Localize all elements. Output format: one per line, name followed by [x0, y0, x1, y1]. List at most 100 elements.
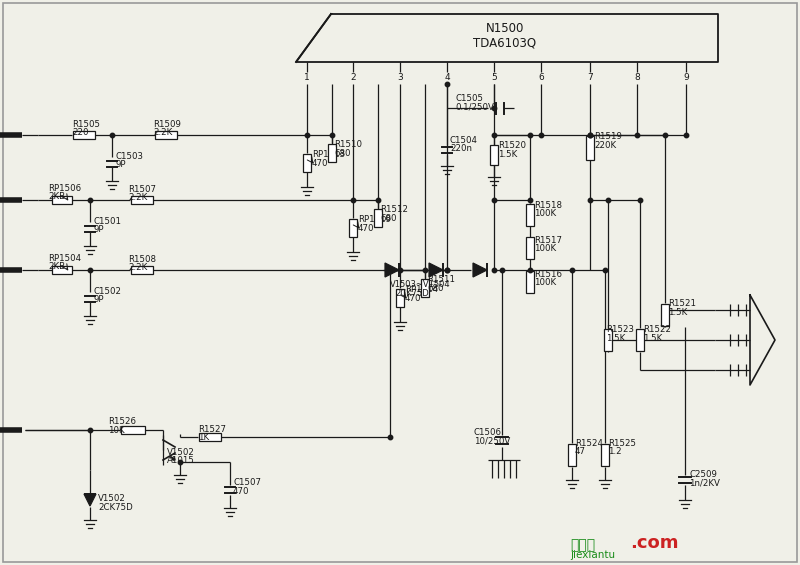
Text: 2CK75D: 2CK75D	[395, 289, 429, 298]
Text: RP1513: RP1513	[312, 150, 345, 159]
Text: 9P: 9P	[115, 160, 126, 169]
Text: R1526: R1526	[108, 417, 136, 426]
Text: V1502: V1502	[167, 448, 195, 457]
Text: V1502: V1502	[98, 494, 126, 503]
Bar	[155, 131, 177, 139]
Bar	[526, 204, 534, 226]
Text: RP1519: RP1519	[358, 215, 391, 224]
Text: 47: 47	[575, 447, 586, 456]
Bar	[303, 154, 311, 172]
Bar	[526, 237, 534, 259]
Text: .com: .com	[630, 534, 678, 552]
Bar	[601, 444, 609, 466]
Text: R1527: R1527	[198, 425, 226, 434]
Text: 0.1/250V: 0.1/250V	[455, 102, 494, 111]
Text: R1509: R1509	[153, 120, 181, 129]
Text: R1521: R1521	[668, 299, 696, 308]
Text: C1504: C1504	[450, 136, 478, 145]
Bar	[52, 196, 72, 204]
Bar	[121, 426, 145, 434]
Bar	[73, 131, 95, 139]
Bar	[396, 289, 404, 307]
Bar	[661, 304, 669, 326]
Text: 220: 220	[72, 128, 89, 137]
Text: R1505: R1505	[72, 120, 100, 129]
Text: R1511: R1511	[427, 275, 455, 284]
Text: 1.5K: 1.5K	[668, 308, 687, 317]
FancyArrow shape	[171, 457, 175, 460]
Text: 220n: 220n	[450, 144, 472, 153]
Bar	[199, 433, 221, 441]
Bar	[349, 219, 357, 237]
Text: C1506: C1506	[474, 428, 502, 437]
Bar	[490, 145, 498, 165]
Text: C1507: C1507	[233, 478, 261, 487]
Polygon shape	[385, 263, 399, 277]
Text: 9: 9	[683, 73, 689, 82]
Text: 680: 680	[334, 149, 350, 158]
Text: RP1504: RP1504	[48, 254, 81, 263]
Text: R1524: R1524	[575, 439, 603, 448]
Text: R1517: R1517	[534, 236, 562, 245]
Bar	[374, 209, 382, 227]
Text: R1510: R1510	[334, 140, 362, 149]
Text: 470: 470	[358, 224, 374, 233]
Bar	[52, 266, 72, 274]
Text: 8: 8	[634, 73, 640, 82]
Text: R1520: R1520	[498, 141, 526, 150]
Text: 2KB: 2KB	[48, 192, 65, 201]
Text: 1n/2KV: 1n/2KV	[689, 479, 720, 488]
Text: 7: 7	[587, 73, 593, 82]
Text: 470: 470	[312, 159, 329, 168]
Text: 100K: 100K	[534, 278, 556, 287]
Bar	[526, 271, 534, 293]
Text: 100K: 100K	[534, 209, 556, 218]
Text: R1507: R1507	[128, 185, 156, 194]
Text: 1K: 1K	[198, 433, 209, 442]
Text: 2CK75D: 2CK75D	[98, 503, 133, 512]
Text: 2: 2	[350, 73, 356, 82]
Text: R1518: R1518	[534, 201, 562, 210]
Bar	[131, 266, 153, 274]
Text: 接线图: 接线图	[570, 538, 595, 552]
Text: TDA6103Q: TDA6103Q	[474, 36, 537, 49]
Text: 2KB: 2KB	[48, 262, 65, 271]
Text: 1.5K: 1.5K	[498, 150, 518, 159]
Text: 4: 4	[444, 73, 450, 82]
Text: 1: 1	[304, 73, 310, 82]
Text: 5: 5	[491, 73, 497, 82]
Text: 2.2K: 2.2K	[153, 128, 172, 137]
Text: A1015: A1015	[167, 456, 195, 465]
Bar	[586, 136, 594, 160]
Text: jiexiantu: jiexiantu	[570, 550, 615, 560]
Text: 2.2K: 2.2K	[128, 193, 147, 202]
Text: 9P: 9P	[93, 225, 103, 234]
Text: RP1506: RP1506	[48, 184, 81, 193]
Text: 470: 470	[233, 487, 250, 496]
Text: C1505: C1505	[455, 94, 483, 103]
Text: R1516: R1516	[534, 270, 562, 279]
Text: R1519: R1519	[594, 132, 622, 141]
Text: 3: 3	[397, 73, 403, 82]
Text: R1512: R1512	[380, 205, 408, 214]
Text: 680: 680	[427, 284, 443, 293]
Polygon shape	[473, 263, 487, 277]
Text: 680: 680	[380, 214, 397, 223]
Bar	[636, 329, 644, 351]
Polygon shape	[84, 494, 96, 506]
Text: N1500: N1500	[486, 22, 524, 35]
Text: 1.5K: 1.5K	[643, 334, 662, 343]
Text: C2509: C2509	[689, 470, 717, 479]
Bar	[421, 279, 429, 297]
Text: 1.5K: 1.5K	[606, 334, 626, 343]
Bar	[604, 329, 612, 351]
Text: 10/250V: 10/250V	[474, 437, 510, 446]
Text: R1508: R1508	[128, 255, 156, 264]
Text: 220K: 220K	[594, 141, 616, 150]
Text: 10K: 10K	[108, 426, 125, 435]
Text: 9P: 9P	[93, 295, 103, 304]
Text: 100K: 100K	[534, 244, 556, 253]
Bar	[328, 144, 336, 162]
Text: C1503: C1503	[115, 152, 143, 161]
Bar	[131, 196, 153, 204]
